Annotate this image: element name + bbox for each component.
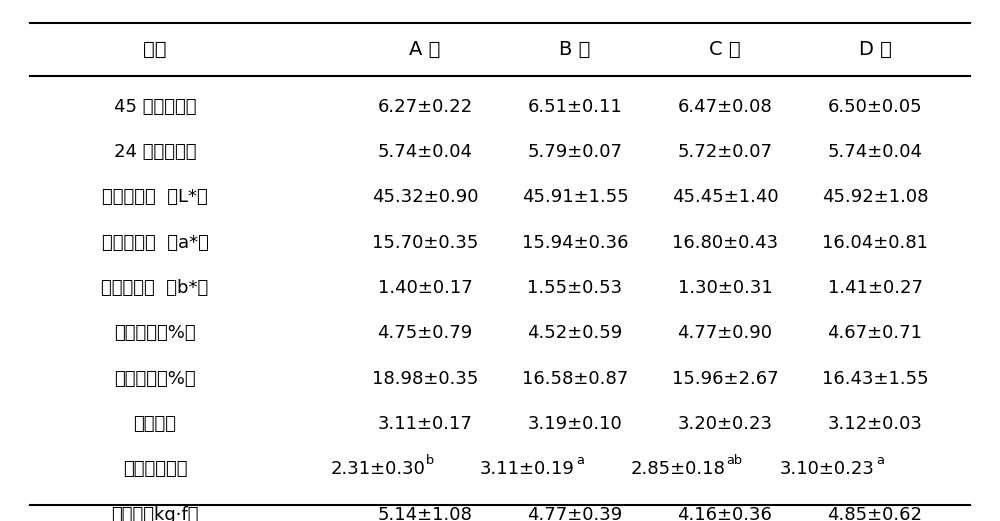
Text: 滴水损失（%）: 滴水损失（%） [114, 325, 196, 342]
Text: 4.67±0.71: 4.67±0.71 [828, 325, 922, 342]
Text: 6.47±0.08: 6.47±0.08 [678, 98, 772, 116]
Text: 45.91±1.55: 45.91±1.55 [522, 189, 628, 206]
Text: 3.11±0.19: 3.11±0.19 [480, 461, 575, 478]
Text: 16.80±0.43: 16.80±0.43 [672, 234, 778, 252]
Text: 4.52±0.59: 4.52±0.59 [527, 325, 623, 342]
Text: 肉色评分: 肉色评分 [134, 415, 176, 433]
Text: ab: ab [726, 454, 742, 466]
Text: 3.11±0.17: 3.11±0.17 [378, 415, 472, 433]
Text: 4.77±0.90: 4.77±0.90 [678, 325, 772, 342]
Text: 15.94±0.36: 15.94±0.36 [522, 234, 628, 252]
Text: 5.72±0.07: 5.72±0.07 [678, 143, 772, 161]
Text: C 组: C 组 [709, 40, 741, 59]
Text: 1.40±0.17: 1.40±0.17 [378, 279, 472, 297]
Text: 45 分钟酸度值: 45 分钟酸度值 [114, 98, 196, 116]
Text: 24 小时酸度值: 24 小时酸度值 [114, 143, 196, 161]
Text: 45.32±0.90: 45.32±0.90 [372, 189, 478, 206]
Text: 6.51±0.11: 6.51±0.11 [528, 98, 622, 116]
Text: 4.85±0.62: 4.85±0.62 [828, 506, 922, 521]
Text: 蒸煮损失（%）: 蒸煮损失（%） [114, 370, 196, 388]
Text: 5.79±0.07: 5.79±0.07 [528, 143, 622, 161]
Text: 肉色亮度值  （L*）: 肉色亮度值 （L*） [102, 189, 208, 206]
Text: 5.14±1.08: 5.14±1.08 [378, 506, 472, 521]
Text: 1.30±0.31: 1.30±0.31 [678, 279, 772, 297]
Text: 1.41±0.27: 1.41±0.27 [828, 279, 922, 297]
Text: 1.55±0.53: 1.55±0.53 [527, 279, 623, 297]
Text: a: a [576, 454, 584, 466]
Text: a: a [876, 454, 884, 466]
Text: 3.12±0.03: 3.12±0.03 [828, 415, 922, 433]
Text: 肉色黄度值  （b*）: 肉色黄度值 （b*） [101, 279, 209, 297]
Text: 45.45±1.40: 45.45±1.40 [672, 189, 778, 206]
Text: 剪切力（kg·f）: 剪切力（kg·f） [111, 506, 199, 521]
Text: b: b [426, 454, 434, 466]
Text: 16.58±0.87: 16.58±0.87 [522, 370, 628, 388]
Text: 16.43±1.55: 16.43±1.55 [822, 370, 928, 388]
Text: 5.74±0.04: 5.74±0.04 [378, 143, 473, 161]
Text: 4.77±0.39: 4.77±0.39 [527, 506, 623, 521]
Text: 项目: 项目 [143, 40, 167, 59]
Text: 18.98±0.35: 18.98±0.35 [372, 370, 478, 388]
Text: 4.75±0.79: 4.75±0.79 [377, 325, 473, 342]
Text: 大理石纹评分: 大理石纹评分 [123, 461, 187, 478]
Text: 肉色红度值  （a*）: 肉色红度值 （a*） [102, 234, 208, 252]
Text: 16.04±0.81: 16.04±0.81 [822, 234, 928, 252]
Text: 2.31±0.30: 2.31±0.30 [330, 461, 425, 478]
Text: 3.20±0.23: 3.20±0.23 [678, 415, 772, 433]
Text: 6.50±0.05: 6.50±0.05 [828, 98, 922, 116]
Text: 3.19±0.10: 3.19±0.10 [528, 415, 622, 433]
Text: D 组: D 组 [859, 40, 891, 59]
Text: 6.27±0.22: 6.27±0.22 [377, 98, 473, 116]
Text: 45.92±1.08: 45.92±1.08 [822, 189, 928, 206]
Text: 2.85±0.18: 2.85±0.18 [630, 461, 725, 478]
Text: B 组: B 组 [559, 40, 591, 59]
Text: 15.96±2.67: 15.96±2.67 [672, 370, 778, 388]
Text: 15.70±0.35: 15.70±0.35 [372, 234, 478, 252]
Text: 5.74±0.04: 5.74±0.04 [828, 143, 922, 161]
Text: 3.10±0.23: 3.10±0.23 [780, 461, 875, 478]
Text: A 组: A 组 [409, 40, 441, 59]
Text: 4.16±0.36: 4.16±0.36 [678, 506, 772, 521]
